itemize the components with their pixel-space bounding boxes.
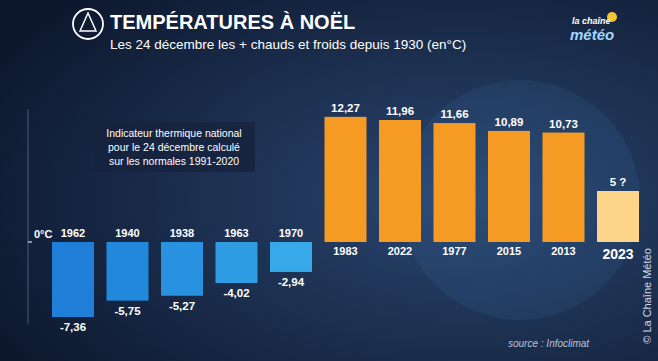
x-tick-label: 2015 bbox=[497, 245, 521, 257]
logo-text: la chaîne bbox=[572, 16, 611, 26]
x-tick-label: 2023 bbox=[602, 246, 633, 262]
data-label: -4,02 bbox=[223, 287, 249, 299]
bar bbox=[379, 120, 421, 242]
bar bbox=[270, 242, 312, 272]
x-tick-label: 2013 bbox=[551, 245, 575, 257]
data-label: -5,75 bbox=[114, 305, 141, 317]
data-label: -2,94 bbox=[278, 276, 305, 288]
x-tick-label: 1940 bbox=[115, 227, 139, 239]
title: TEMPÉRATURES À NOËL bbox=[110, 11, 355, 33]
icon-circle bbox=[73, 9, 103, 39]
icon-tree bbox=[80, 13, 96, 31]
data-label: 11,96 bbox=[386, 105, 414, 117]
bar bbox=[597, 191, 639, 242]
data-label: -7,36 bbox=[60, 321, 86, 333]
logo: la chaînemétéo bbox=[570, 12, 617, 43]
bar bbox=[325, 117, 367, 242]
x-tick-label: 1963 bbox=[224, 227, 248, 239]
source: source : Infoclimat bbox=[508, 338, 590, 349]
annotation-text: pour le 24 décembre calculé bbox=[108, 141, 240, 153]
bar bbox=[216, 242, 258, 283]
x-tick-label: 2022 bbox=[388, 245, 412, 257]
bar bbox=[52, 242, 94, 317]
x-tick-label: 1983 bbox=[333, 245, 357, 257]
y-tick-label: 0°C bbox=[34, 228, 53, 240]
data-label: 10,89 bbox=[495, 116, 524, 128]
y-axis-line bbox=[28, 109, 29, 323]
data-label: 11,66 bbox=[440, 108, 468, 120]
labels: 1962 -7,36 1940 -5,75 1938 -5,27 1963 -4,02 1970… bbox=[60, 102, 634, 333]
header-icon bbox=[73, 9, 103, 39]
subtitle: Les 24 décembre les + chauds et froids d… bbox=[110, 37, 466, 52]
x-tick-label: 1938 bbox=[170, 227, 194, 239]
bars bbox=[52, 117, 639, 317]
data-label: -5,27 bbox=[169, 300, 195, 312]
logo-text: météo bbox=[570, 26, 614, 43]
decor-globe bbox=[400, 80, 640, 320]
x-tick-label: 1977 bbox=[442, 245, 466, 257]
annotation: Indicateur thermique national pour le 24 … bbox=[93, 122, 255, 172]
x-tick-label: 1970 bbox=[279, 227, 303, 239]
data-label: 10,73 bbox=[549, 118, 578, 130]
bar bbox=[107, 242, 149, 301]
annotation-box bbox=[93, 122, 255, 172]
annotation-text: sur les normales 1991-2020 bbox=[109, 155, 239, 167]
credit: © La Chaîne Météo bbox=[641, 248, 653, 344]
data-label: 12,27 bbox=[331, 102, 360, 114]
background bbox=[0, 0, 658, 361]
x-tick-label: 1962 bbox=[61, 227, 85, 239]
bar bbox=[543, 133, 585, 242]
bar bbox=[161, 242, 203, 296]
chart: TEMPÉRATURES À NOËL Les 24 décembre les +… bbox=[0, 0, 658, 361]
bar bbox=[434, 123, 476, 242]
bar bbox=[488, 131, 530, 242]
y-tick bbox=[28, 242, 32, 243]
data-label: 5 ? bbox=[610, 176, 627, 188]
annotation-text: Indicateur thermique national bbox=[106, 127, 241, 139]
